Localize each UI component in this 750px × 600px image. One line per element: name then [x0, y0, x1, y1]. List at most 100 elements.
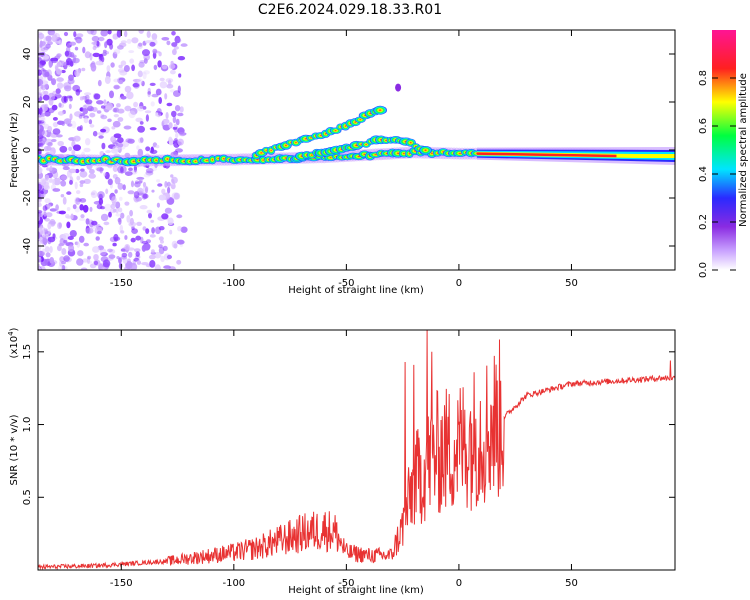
noise-speckle [74, 46, 79, 51]
noise-speckle [91, 220, 98, 226]
noise-speckle [56, 77, 64, 82]
noise-speckle [76, 175, 81, 181]
noise-speckle [107, 248, 113, 253]
noise-speckle [160, 240, 164, 244]
noise-speckle [48, 60, 53, 69]
snr-ylabel: SNR (10 * v/v) [9, 414, 20, 485]
noise-speckle [119, 42, 127, 48]
noise-speckle [104, 76, 111, 84]
noise-speckle [74, 69, 81, 77]
noise-speckle [112, 145, 121, 152]
noise-speckle [87, 106, 95, 112]
noise-speckle [76, 258, 84, 266]
noise-speckle [99, 151, 105, 156]
snr-panel: -150 -100 -50 0 50 0.5 1.0 1.5 Height of straig… [7, 327, 676, 596]
noise-speckle [171, 31, 176, 36]
noise-speckle [57, 140, 64, 147]
noise-speckle [113, 233, 119, 242]
noise-speckle [151, 33, 158, 41]
noise-speckle [100, 56, 105, 62]
noise-speckle [99, 248, 107, 256]
noise-speckle [64, 85, 72, 92]
noise-speckle [60, 194, 65, 198]
x-tick-label: -150 [110, 278, 133, 289]
noise-speckle [155, 112, 159, 117]
snr-ticks: -150 -100 -50 0 50 0.5 1.0 1.5 [22, 330, 675, 589]
noise-speckle [69, 41, 77, 46]
noise-speckle [65, 213, 70, 219]
noise-speckle [83, 178, 91, 184]
noise-speckle [126, 38, 132, 44]
noise-speckle [96, 110, 102, 114]
noise-speckle [90, 30, 97, 36]
x-tick-label: -50 [338, 578, 354, 589]
noise-speckle [145, 114, 149, 122]
noise-speckle [124, 265, 131, 270]
noise-speckle [53, 177, 61, 186]
noise-speckle [112, 120, 121, 128]
noise-speckle [156, 179, 161, 183]
noise-speckle [142, 49, 150, 57]
noise-speckle [150, 101, 155, 107]
noise-speckle [172, 126, 178, 130]
noise-speckle [125, 138, 132, 143]
snr-frame [37, 329, 676, 571]
noise-speckle [106, 38, 113, 46]
x-tick-label: 50 [565, 278, 578, 289]
noise-speckle [97, 131, 105, 136]
noise-speckle [147, 91, 151, 95]
noise-speckle [158, 194, 166, 201]
noise-speckle [117, 117, 124, 122]
noise-speckle [112, 242, 117, 247]
noise-speckle [63, 239, 68, 244]
noise-speckle [97, 36, 105, 42]
noise-speckle [38, 124, 41, 131]
noise-speckle [43, 145, 52, 152]
noise-speckle [96, 100, 104, 105]
noise-speckle [155, 88, 162, 96]
noise-speckle [89, 206, 93, 212]
noise-speckle [43, 90, 49, 96]
noise-speckle [173, 192, 181, 200]
noise-speckle [59, 60, 67, 66]
noise-speckle [47, 107, 55, 114]
noise-speckle [95, 60, 104, 66]
noise-speckle [43, 228, 48, 232]
noise-speckle [42, 205, 48, 212]
noise-speckle [145, 170, 154, 176]
noise-speckle [148, 212, 152, 219]
noise-speckle [117, 217, 122, 223]
colorbar: 0.0 0.2 0.4 0.6 0.8 Normalized spectral ampl… [698, 30, 749, 278]
noise-speckle [47, 222, 52, 230]
noise-speckle [151, 227, 156, 234]
noise-speckle [132, 78, 141, 83]
noise-speckle [128, 50, 135, 54]
noise-speckle [60, 175, 68, 181]
noise-speckle [38, 256, 42, 263]
noise-speckle [175, 118, 180, 126]
noise-speckle [168, 79, 172, 86]
noise-speckle [148, 254, 156, 260]
noise-speckle [166, 102, 173, 107]
noise-speckle [158, 236, 164, 241]
noise-speckle [119, 196, 123, 201]
noise-speckle [131, 64, 136, 72]
y-tick-label: 1.0 [22, 417, 33, 433]
noise-speckle [47, 142, 53, 147]
noise-speckle [136, 221, 143, 226]
noise-speckle [86, 30, 95, 35]
noise-speckle [178, 132, 186, 137]
noise-speckle [137, 105, 145, 112]
noise-speckle [177, 85, 181, 94]
noise-speckle [59, 145, 68, 153]
noise-speckle [145, 186, 148, 194]
noise-speckle [44, 246, 50, 253]
noise-speckle [83, 147, 91, 153]
spectrogram-heatmap [38, 30, 675, 270]
noise-speckle [150, 167, 158, 172]
noise-speckle [38, 94, 41, 98]
noise-speckle [115, 207, 119, 214]
noise-speckle [63, 61, 68, 70]
y-tick-label: -20 [22, 190, 33, 206]
noise-speckle [154, 264, 161, 270]
